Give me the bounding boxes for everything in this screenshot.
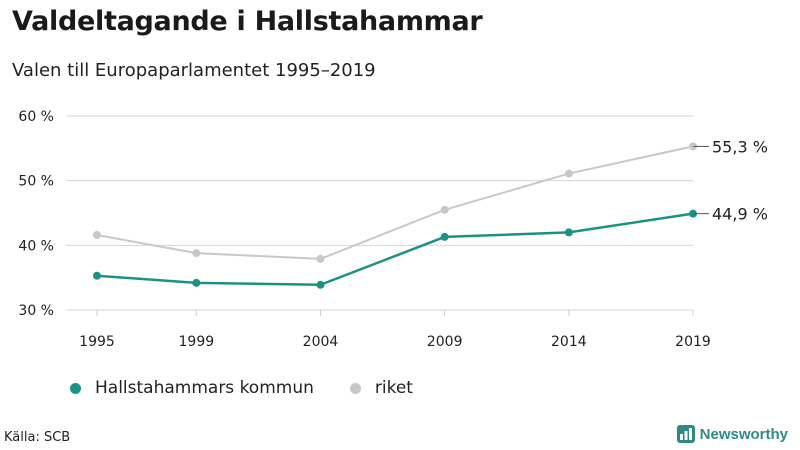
legend-swatch-kommun <box>70 382 81 394</box>
series-line-kommun <box>96 212 694 287</box>
end-label-kommun: 44,9 % <box>712 205 768 224</box>
series-layer <box>93 142 697 289</box>
data-point-kommun <box>316 280 325 289</box>
x-axis: 1995 1999 2004 2009 2014 2019 <box>79 310 711 350</box>
newsworthy-logo-icon <box>676 425 695 443</box>
data-point-kommun <box>564 228 573 237</box>
y-tick-label: 50 % <box>18 174 54 190</box>
legend-label-kommun: Hallstahammars kommun <box>95 378 314 398</box>
data-point-riket <box>93 230 101 239</box>
x-tick-label: 2009 <box>427 334 463 350</box>
data-point-kommun <box>440 232 449 241</box>
y-tick-label: 40 % <box>18 238 54 254</box>
legend-item-riket: riket <box>349 378 413 398</box>
chart-title: Valdeltagande i Hallstahammar <box>12 6 483 37</box>
x-tick-label: 2004 <box>303 334 339 350</box>
series-kommun <box>93 209 697 289</box>
chart-subtitle: Valen till Europaparlamentet 1995–2019 <box>12 60 376 81</box>
series-line-riket <box>96 145 694 260</box>
end-labels: 55,3 % 44,9 % <box>693 137 768 224</box>
x-tick-label: 2019 <box>675 334 711 350</box>
data-point-riket <box>440 205 449 214</box>
legend-item-kommun: Hallstahammars kommun <box>70 378 314 398</box>
legend: Hallstahammars kommun riket <box>70 378 449 398</box>
brand-name: Newsworthy <box>699 425 788 443</box>
data-point-kommun <box>192 278 201 287</box>
brand-logo: Newsworthy <box>676 425 788 443</box>
y-tick-label: 60 % <box>18 109 54 125</box>
y-tick-label: 30 % <box>18 303 54 319</box>
end-label-riket: 55,3 % <box>712 137 768 156</box>
data-point-riket <box>316 254 325 263</box>
data-point-riket <box>564 169 573 178</box>
x-tick-label: 1999 <box>179 334 215 350</box>
source-note: Källa: SCB <box>4 430 71 445</box>
grid-lines <box>66 115 693 311</box>
legend-label-riket: riket <box>374 378 413 398</box>
x-tick-label: 1995 <box>79 334 115 350</box>
legend-swatch-riket <box>349 382 361 394</box>
x-tick-label: 2014 <box>551 334 587 350</box>
y-axis: 30 % 40 % 50 % 60 % <box>18 109 54 319</box>
data-point-kommun <box>93 271 101 280</box>
data-point-riket <box>192 249 201 258</box>
